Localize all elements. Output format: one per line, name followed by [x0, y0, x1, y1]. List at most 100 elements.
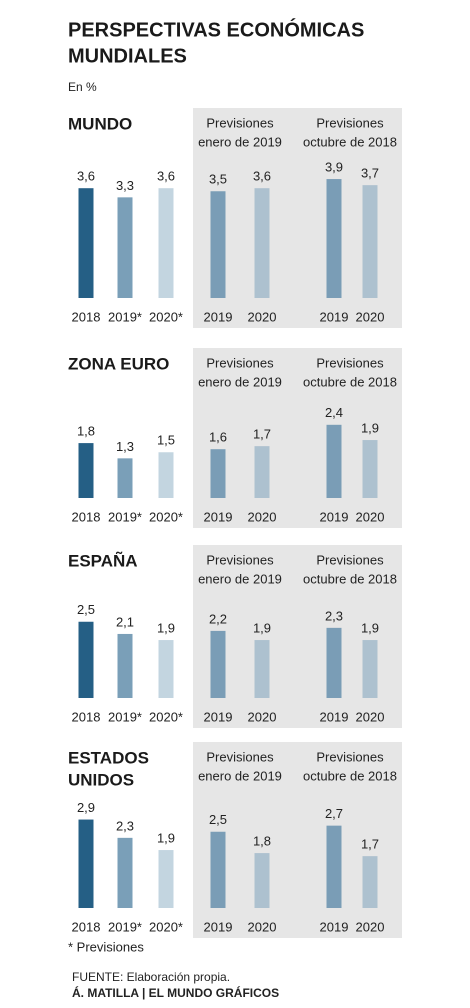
x-label: 2020	[356, 509, 385, 524]
x-label: 2018	[72, 509, 101, 524]
panel: MUNDO Previsiones enero de 2019 Previsiones…	[68, 108, 402, 328]
bar	[78, 443, 94, 498]
x-label: 2020	[356, 919, 385, 934]
group-label: Previsiones	[316, 552, 384, 567]
bar	[362, 640, 378, 698]
value-label: 1,3	[116, 439, 134, 454]
bar	[326, 179, 342, 298]
x-label: 2020	[356, 709, 385, 724]
x-label: 2020	[248, 919, 277, 934]
group-label: Previsiones	[206, 115, 274, 130]
value-label: 3,5	[209, 172, 227, 187]
group-label: enero de 2019	[198, 768, 282, 783]
bar	[254, 853, 270, 908]
bar	[254, 188, 270, 298]
bar	[117, 837, 133, 908]
value-label: 1,8	[253, 834, 271, 849]
title-line: MUNDIALES	[68, 45, 187, 67]
bar	[158, 188, 174, 298]
source: FUENTE: Elaboración propia.	[72, 970, 230, 984]
panel: ESPAÑA Previsiones enero de 2019 Previsione…	[68, 545, 402, 728]
x-label: 2018	[72, 709, 101, 724]
x-label: 2019	[320, 509, 349, 524]
region-title: ESPAÑA	[68, 550, 138, 570]
x-label: 2018	[72, 919, 101, 934]
value-label: 2,5	[77, 602, 95, 617]
value-label: 1,9	[361, 420, 379, 435]
value-label: 3,3	[116, 178, 134, 193]
value-label: 2,9	[77, 800, 95, 815]
x-label: 2019	[204, 309, 233, 324]
group-label: Previsiones	[316, 749, 384, 764]
x-label: 2019*	[108, 709, 142, 724]
x-label: 2020	[356, 309, 385, 324]
x-label: 2020*	[149, 709, 183, 724]
group-label: enero de 2019	[198, 571, 282, 586]
value-label: 2,5	[209, 812, 227, 827]
bar	[326, 627, 342, 698]
bar	[78, 188, 94, 298]
bar	[117, 197, 133, 298]
value-label: 1,6	[209, 430, 227, 445]
group-label: Previsiones	[206, 355, 274, 370]
x-label: 2020*	[149, 309, 183, 324]
value-label: 2,2	[209, 611, 227, 626]
group-label: octubre de 2018	[303, 571, 397, 586]
bar	[158, 452, 174, 498]
group-label: octubre de 2018	[303, 374, 397, 389]
bar	[117, 633, 133, 698]
x-label: 2020*	[149, 509, 183, 524]
value-label: 1,7	[253, 427, 271, 442]
bar	[326, 825, 342, 908]
x-label: 2019*	[108, 509, 142, 524]
value-label: 1,8	[77, 424, 95, 439]
x-label: 2020*	[149, 919, 183, 934]
value-label: 2,3	[325, 608, 343, 623]
value-label: 3,6	[253, 169, 271, 184]
x-label: 2020	[248, 709, 277, 724]
x-label: 2019	[320, 919, 349, 934]
group-label: enero de 2019	[198, 134, 282, 149]
value-label: 3,6	[77, 169, 95, 184]
value-label: 1,7	[361, 837, 379, 852]
x-label: 2019	[204, 919, 233, 934]
bar	[158, 850, 174, 908]
value-label: 3,7	[361, 166, 379, 181]
value-label: 2,1	[116, 614, 134, 629]
x-label: 2019	[204, 709, 233, 724]
subtitle: En %	[68, 80, 97, 94]
x-label: 2019	[320, 709, 349, 724]
x-label: 2019	[204, 509, 233, 524]
group-label: enero de 2019	[198, 374, 282, 389]
bar	[117, 458, 133, 498]
group-label: Previsiones	[206, 749, 274, 764]
bar	[78, 819, 94, 908]
value-label: 1,9	[361, 620, 379, 635]
bar	[362, 856, 378, 908]
x-label: 2018	[72, 309, 101, 324]
group-label: Previsiones	[316, 115, 384, 130]
value-label: 1,5	[157, 433, 175, 448]
value-label: 1,9	[157, 620, 175, 635]
x-label: 2020	[248, 509, 277, 524]
bar	[78, 621, 94, 698]
note: * Previsiones	[68, 939, 144, 954]
value-label: 2,4	[325, 405, 343, 420]
value-label: 1,9	[253, 620, 271, 635]
bar	[210, 630, 226, 698]
x-label: 2019*	[108, 919, 142, 934]
x-label: 2019*	[108, 309, 142, 324]
bar	[210, 191, 226, 298]
region-title: ESTADOS	[68, 748, 149, 767]
group-label: octubre de 2018	[303, 768, 397, 783]
panel: ZONA EURO Previsiones enero de 2019 Previsi…	[68, 348, 402, 528]
bar	[362, 185, 378, 298]
group-label: Previsiones	[316, 355, 384, 370]
bar	[362, 440, 378, 498]
bar	[210, 449, 226, 498]
value-label: 3,6	[157, 169, 175, 184]
value-label: 2,3	[116, 818, 134, 833]
region-title: ZONA EURO	[68, 354, 169, 373]
bar	[254, 446, 270, 498]
